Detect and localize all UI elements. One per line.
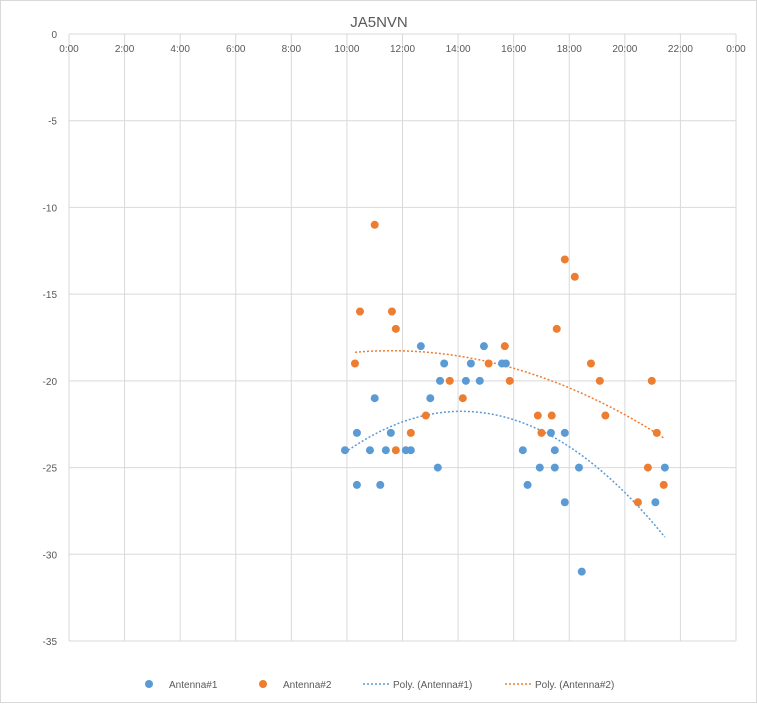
data-point-antenna1 xyxy=(376,480,385,489)
data-point-antenna1 xyxy=(386,428,395,437)
data-point-antenna1 xyxy=(660,463,669,472)
data-point-antenna1 xyxy=(426,394,435,403)
data-point-antenna2 xyxy=(500,342,509,351)
data-point-antenna1 xyxy=(340,446,349,455)
data-point-antenna1 xyxy=(550,463,559,472)
data-point-antenna1 xyxy=(523,480,532,489)
x-tick-label: 0:00 xyxy=(59,44,79,55)
data-point-antenna2 xyxy=(458,394,467,403)
data-point-antenna2 xyxy=(391,324,400,333)
x-tick-label: 20:00 xyxy=(612,44,637,55)
data-point-antenna2 xyxy=(406,428,415,437)
data-point-antenna1 xyxy=(433,463,442,472)
data-point-antenna2 xyxy=(659,480,668,489)
y-tick-label: -25 xyxy=(43,464,58,475)
data-points xyxy=(340,220,669,576)
legend-label: Poly. (Antenna#1) xyxy=(393,680,472,691)
legend-label: Poly. (Antenna#2) xyxy=(535,680,614,691)
data-point-antenna2 xyxy=(350,359,359,368)
data-point-antenna1 xyxy=(501,359,510,368)
data-point-antenna1 xyxy=(352,480,361,489)
chart-title: JA5NVN xyxy=(350,14,408,31)
data-point-antenna1 xyxy=(365,446,374,455)
legend-label: Antenna#2 xyxy=(283,680,332,691)
data-point-antenna2 xyxy=(387,307,396,316)
x-tick-label: 18:00 xyxy=(557,44,582,55)
data-point-antenna1 xyxy=(416,342,425,351)
data-point-antenna2 xyxy=(355,307,364,316)
legend-marker xyxy=(145,680,153,688)
gridlines xyxy=(68,33,737,642)
y-tick-label: -10 xyxy=(43,203,58,214)
data-point-antenna1 xyxy=(560,428,569,437)
data-point-antenna2 xyxy=(370,220,379,229)
data-point-antenna1 xyxy=(475,376,484,385)
x-tick-label: 4:00 xyxy=(170,44,190,55)
data-point-antenna2 xyxy=(484,359,493,368)
data-point-antenna2 xyxy=(643,463,652,472)
x-tick-label: 22:00 xyxy=(668,44,693,55)
trendlines xyxy=(344,349,666,538)
data-point-antenna1 xyxy=(440,359,449,368)
data-point-antenna1 xyxy=(535,463,544,472)
data-point-antenna2 xyxy=(421,411,430,420)
data-point-antenna2 xyxy=(652,428,661,437)
y-tick-label: -30 xyxy=(43,550,58,561)
data-point-antenna2 xyxy=(445,376,454,385)
data-point-antenna1 xyxy=(370,394,379,403)
y-axis-ticks: 0 -5 -10 -15 -20 -25 -30 -35 xyxy=(43,30,58,648)
y-tick-label: -20 xyxy=(43,377,58,388)
legend-marker xyxy=(259,680,267,688)
x-tick-label: 8:00 xyxy=(282,44,302,55)
data-point-antenna2 xyxy=(595,376,604,385)
data-point-antenna2 xyxy=(560,255,569,264)
legend: Antenna#1 Antenna#2 Poly. (Antenna#1) Poly.… xyxy=(145,680,614,691)
data-point-antenna2 xyxy=(391,446,400,455)
data-point-antenna2 xyxy=(647,376,656,385)
x-tick-label: 14:00 xyxy=(446,44,471,55)
data-point-antenna1 xyxy=(436,376,445,385)
data-point-antenna2 xyxy=(552,324,561,333)
x-axis-ticks: 0:00 2:00 4:00 6:00 8:00 10:00 12:00 14:00 16:00… xyxy=(59,44,746,55)
data-point-antenna1 xyxy=(466,359,475,368)
data-point-antenna2 xyxy=(586,359,595,368)
y-tick-label: 0 xyxy=(51,30,57,41)
x-tick-label: 6:00 xyxy=(226,44,246,55)
x-tick-label: 10:00 xyxy=(334,44,359,55)
data-point-antenna1 xyxy=(381,446,390,455)
x-tick-label: 12:00 xyxy=(390,44,415,55)
data-point-antenna1 xyxy=(651,498,660,507)
data-point-antenna1 xyxy=(352,428,361,437)
data-point-antenna1 xyxy=(560,498,569,507)
data-point-antenna1 xyxy=(518,446,527,455)
y-tick-label: -35 xyxy=(43,637,58,648)
x-tick-label: 0:00 xyxy=(726,44,746,55)
data-point-antenna1 xyxy=(461,376,470,385)
y-tick-label: -5 xyxy=(48,117,57,128)
data-point-antenna1 xyxy=(546,428,555,437)
data-point-antenna1 xyxy=(550,446,559,455)
data-point-antenna2 xyxy=(505,376,514,385)
legend-label: Antenna#1 xyxy=(169,680,218,691)
data-point-antenna2 xyxy=(570,272,579,281)
data-point-antenna1 xyxy=(577,567,586,576)
data-point-antenna1 xyxy=(479,342,488,351)
data-point-antenna2 xyxy=(547,411,556,420)
data-point-antenna2 xyxy=(601,411,610,420)
data-point-antenna2 xyxy=(633,498,642,507)
trendline-antenna1 xyxy=(344,410,666,538)
x-tick-label: 2:00 xyxy=(115,44,135,55)
data-point-antenna1 xyxy=(574,463,583,472)
data-point-antenna2 xyxy=(537,428,546,437)
data-point-antenna1 xyxy=(406,446,415,455)
data-point-antenna2 xyxy=(533,411,542,420)
y-tick-label: -15 xyxy=(43,290,58,301)
x-tick-label: 16:00 xyxy=(501,44,526,55)
